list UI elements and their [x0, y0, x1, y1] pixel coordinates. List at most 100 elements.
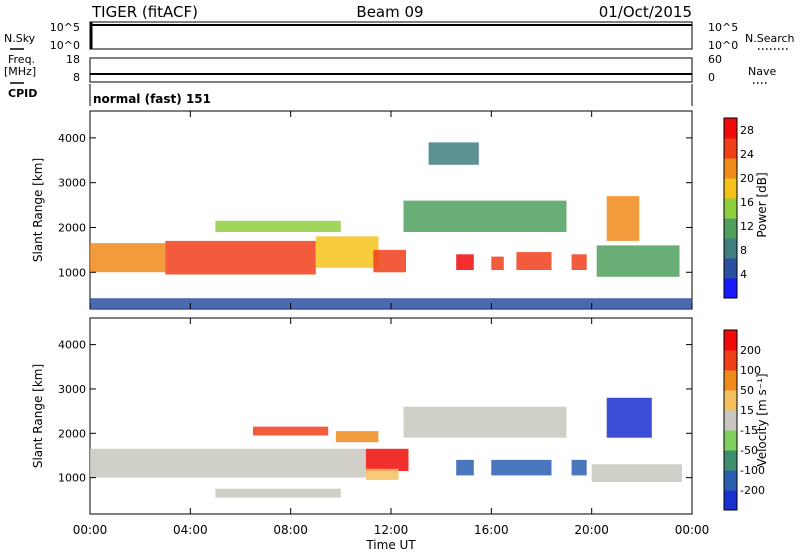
x-tick-label: 00:00	[675, 523, 710, 537]
power-region	[90, 243, 166, 273]
power-x-ticks	[89, 111, 693, 309]
power-region	[596, 245, 680, 277]
power-colorbar-swatch	[724, 118, 737, 139]
power-y-tick-label: 1000	[58, 266, 86, 279]
nsky-tick-low-right: 10^0	[708, 39, 738, 52]
nsky-tick-high-right: 10^5	[708, 21, 738, 34]
power-region	[571, 254, 587, 270]
power-colorbar-frame	[723, 117, 738, 299]
velocity-colorbar-tick: -200	[740, 484, 765, 497]
velocity-colorbar-swatch	[724, 470, 737, 491]
velocity-region	[253, 426, 329, 436]
velocity-x-ticks	[89, 318, 693, 514]
velocity-colorbar: 200 100 50 15 -15 -50 -100 -200	[723, 329, 765, 511]
velocity-panel: 1000 2000 3000 4000 Slant Range [km] 200 100…	[31, 317, 769, 515]
power-colorbar-tick: 24	[740, 148, 754, 161]
nsearch-label: N.Search	[745, 32, 795, 45]
power-colorbar-swatch	[724, 218, 737, 239]
power-colorbar-tick: 4	[740, 268, 747, 281]
velocity-colorbar-swatch	[724, 350, 737, 371]
power-colorbar-swatch	[724, 178, 737, 199]
velocity-colorbar-tick: -15	[740, 424, 758, 437]
power-region	[165, 240, 316, 275]
power-y-tick-label: 3000	[58, 177, 86, 190]
nsky-tick-high: 10^5	[50, 21, 80, 34]
power-colorbar-swatch	[724, 198, 737, 219]
power-colorbar-swatch	[724, 278, 737, 299]
power-colorbar-tick: 16	[740, 196, 754, 209]
velocity-colorbar-swatch	[724, 450, 737, 471]
x-axis-label: Time UT	[365, 538, 416, 552]
nsky-tick-low: 10^0	[50, 39, 80, 52]
velocity-colorbar-tick: 100	[740, 364, 761, 377]
velocity-region	[571, 459, 587, 476]
power-y-tick-label: 2000	[58, 221, 86, 234]
velocity-y-tick-label: 3000	[58, 383, 86, 396]
velocity-colorbar-swatch	[724, 430, 737, 451]
velocity-colorbar-swatch	[724, 370, 737, 391]
velocity-colorbar-tick: 50	[740, 384, 754, 397]
power-ylabel: Slant Range [km]	[31, 158, 45, 262]
power-colorbar-tick: 12	[740, 220, 754, 233]
nsky-panel	[89, 21, 693, 50]
beam-title: Beam 09	[356, 3, 423, 21]
velocity-ylabel: Slant Range [km]	[31, 364, 45, 468]
velocity-colorbar-label: Velocity [m s⁻¹]	[755, 373, 769, 466]
velocity-y-tick-label: 1000	[58, 472, 86, 485]
power-plot-frame	[89, 110, 693, 310]
power-region	[373, 249, 406, 273]
power-panel: 1000 2000 3000 4000 Slant Range [km] 4 8 12 16…	[31, 110, 769, 310]
x-tick-label: 04:00	[173, 523, 208, 537]
cpid-text: normal (fast) 151	[93, 92, 211, 106]
x-tick-label: 20:00	[574, 523, 609, 537]
power-y-ticks: 1000 2000 3000 4000	[58, 132, 692, 279]
velocity-region	[215, 488, 341, 498]
velocity-colorbar-swatch	[724, 390, 737, 411]
power-region	[215, 220, 341, 232]
nave-tick-high: 60	[708, 53, 722, 66]
nsky-label: N.Sky	[4, 32, 36, 45]
velocity-cells	[90, 397, 682, 498]
power-colorbar-swatch	[724, 138, 737, 159]
date-title: 01/Oct/2015	[599, 3, 692, 21]
velocity-colorbar-swatch	[724, 410, 737, 431]
velocity-region	[403, 406, 567, 438]
power-region	[403, 200, 567, 232]
power-region	[516, 252, 552, 270]
freq-tick-low: 8	[73, 71, 80, 84]
station-title: TIGER (fitACF)	[91, 3, 198, 21]
power-colorbar-tick: 20	[740, 172, 754, 185]
power-colorbar-swatch	[724, 238, 737, 259]
power-colorbar-tick: 28	[740, 124, 754, 137]
power-region	[456, 254, 474, 270]
x-tick-label: 00:00	[73, 523, 108, 537]
power-colorbar-tick: 8	[740, 244, 747, 257]
velocity-colorbar-tick: -100	[740, 464, 765, 477]
velocity-region	[365, 448, 409, 471]
power-colorbar-label: Power [dB]	[755, 172, 769, 237]
x-tick-label: 16:00	[474, 523, 509, 537]
power-colorbar: 4 8 12 16 20 24 28	[723, 117, 754, 299]
nave-tick-low: 0	[708, 71, 715, 84]
velocity-y-tick-label: 4000	[58, 339, 86, 352]
velocity-region	[606, 397, 652, 438]
power-region	[491, 256, 504, 270]
nave-label: Nave	[748, 65, 776, 78]
power-region	[606, 196, 640, 241]
velocity-colorbar-swatch	[724, 330, 737, 351]
velocity-region	[456, 459, 474, 476]
velocity-region	[90, 448, 366, 478]
velocity-y-tick-label: 2000	[58, 427, 86, 440]
velocity-colorbar-frame	[723, 329, 738, 511]
velocity-colorbar-tick: 200	[740, 344, 761, 357]
power-colorbar-swatch	[724, 158, 737, 179]
velocity-region	[365, 468, 399, 480]
velocity-colorbar-swatch	[724, 490, 737, 511]
x-tick-label: 12:00	[374, 523, 409, 537]
velocity-region	[591, 464, 682, 482]
freq-label-2: [MHz]	[4, 65, 36, 78]
power-y-tick-label: 4000	[58, 132, 86, 145]
velocity-plot-frame	[89, 317, 693, 515]
freq-tick-high: 18	[66, 53, 80, 66]
